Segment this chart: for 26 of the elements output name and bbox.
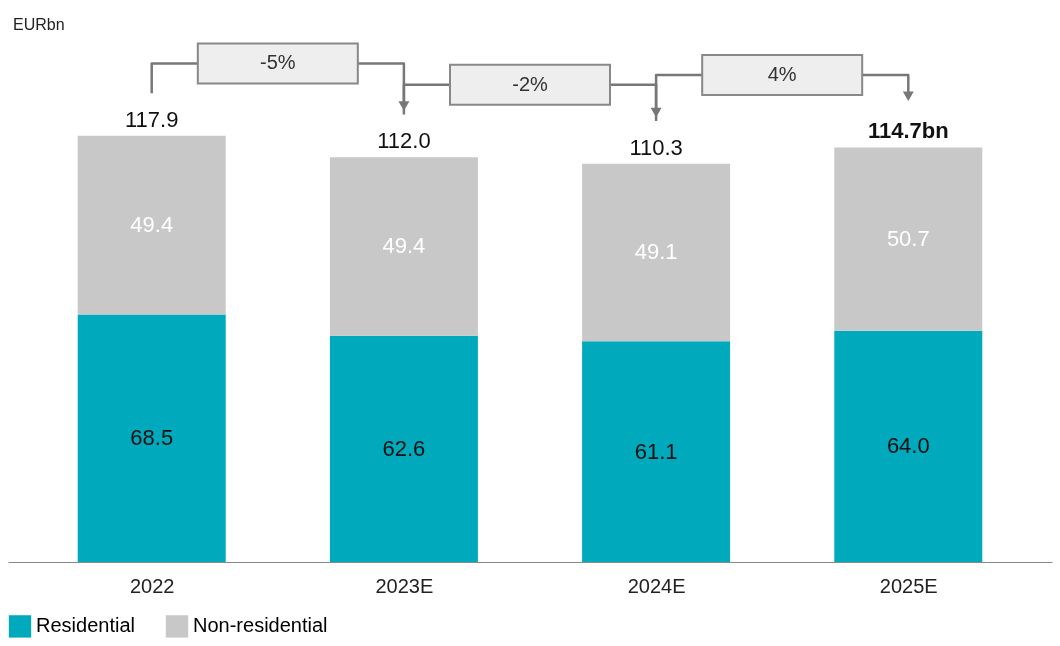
total-label: 110.3	[629, 134, 683, 160]
bar	[582, 341, 731, 562]
bar	[834, 147, 983, 331]
bar	[582, 163, 731, 342]
x-tick-label: 2023E	[375, 574, 434, 597]
data-label: 61.1	[634, 438, 678, 464]
total-label: 112.0	[377, 128, 431, 154]
text: -2%	[512, 72, 548, 95]
bar	[834, 330, 983, 562]
bar	[329, 335, 478, 562]
total-label: 117.9	[125, 106, 179, 132]
text: 4%	[767, 62, 797, 85]
data-label: 68.5	[130, 425, 174, 451]
x-tick-label: 2022	[129, 574, 175, 597]
legend-label: Non-residential	[193, 614, 328, 637]
legend-label: Residential	[36, 614, 135, 637]
data-label: 64.0	[886, 433, 930, 459]
data-label: 62.6	[382, 435, 426, 461]
x-tick-label: 2025E	[879, 574, 938, 597]
bar	[77, 314, 226, 562]
x-tick-label: 2024E	[627, 574, 686, 597]
bar	[329, 157, 478, 336]
text: -5%	[260, 51, 296, 74]
text: EURbn	[13, 15, 65, 33]
bar	[77, 135, 226, 315]
total-label: 114.7bn	[867, 118, 949, 144]
